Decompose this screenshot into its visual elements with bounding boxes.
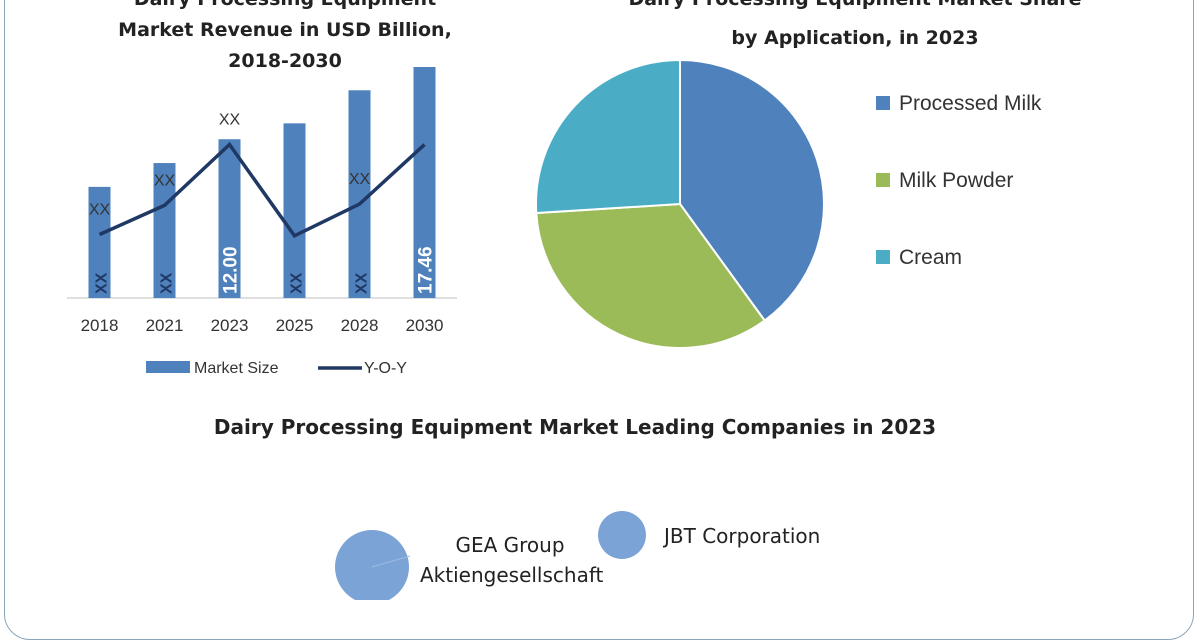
pie-legend-swatch-processed-milk (876, 96, 890, 110)
x-tick-label-2021: 2021 (146, 316, 184, 335)
pie-slice-cream (535, 58, 681, 215)
line-data-label-2018: XX (89, 201, 111, 218)
pie-legend-label-processed-milk: Processed Milk (899, 92, 1042, 115)
bar-data-label-2021: XX (159, 272, 176, 294)
legend-label-yoy: Y-O-Y (364, 360, 407, 377)
bar-2030 (413, 67, 436, 298)
bar-data-label-2028: XX (354, 272, 371, 294)
company-label-gea-line-2: Aktiengesellschaft (420, 563, 604, 587)
line-data-label-2023: XX (219, 112, 241, 129)
pie-slice-processed-milk (679, 58, 825, 322)
bar-2021 (153, 163, 176, 298)
bar-chart-title-line-2: Market Revenue in USD Billion, (118, 19, 452, 41)
charts-canvas: XX 2018 XX 2021 12.00 2023 XX 2025 XX 2028 17.46 20… (67, 58, 1042, 600)
bar-chart-title-line-1: Dairy Processing Equipment (70, 0, 500, 10)
x-tick-label-2030: 2030 (406, 316, 444, 335)
pie-legend-label-milk-powder: Milk Powder (899, 169, 1013, 192)
bar-data-label-2025: XX (289, 272, 306, 294)
bar-2025 (283, 123, 306, 298)
legend-swatch-market-size (146, 361, 190, 373)
company-label-jbt-line-1: JBT Corporation (664, 524, 821, 548)
pie-chart-title-line-1: Dairy Processing Equipment Market Share (560, 0, 1150, 10)
pie-chart-title-line-2: by Application, in 2023 (731, 27, 979, 49)
pie-legend-swatch-cream (876, 250, 890, 264)
legend-label-market-size: Market Size (194, 360, 279, 377)
line-data-label-2028: XX (349, 171, 371, 188)
pie-slice-milk-powder (535, 202, 767, 349)
bar-data-label-2023: 12.00 (221, 246, 242, 294)
x-tick-label-2028: 2028 (341, 316, 379, 335)
bar-chart-title-line-3: 2018-2030 (228, 50, 342, 72)
bar-2028 (348, 90, 371, 299)
pie-legend-label-cream: Cream (899, 246, 962, 269)
company-bubble-jbt (598, 511, 646, 559)
bar-data-label-2018: XX (94, 272, 111, 294)
company-label-gea: GEA Group Aktiengesellschaft (420, 533, 604, 587)
companies-section-title: Dairy Processing Equipment Market Leadin… (213, 415, 937, 439)
x-tick-label-2025: 2025 (276, 316, 314, 335)
company-leader-gea (371, 555, 411, 568)
bar-data-label-2030: 17.46 (416, 246, 437, 294)
company-label-jbt: JBT Corporation (664, 524, 820, 548)
bar-2023 (218, 139, 241, 298)
x-tick-label-2018: 2018 (81, 316, 119, 335)
line-data-label-2021: XX (154, 172, 176, 189)
company-bubble-gea (335, 530, 409, 600)
bar-2018 (88, 186, 111, 298)
company-label-gea-line-1: GEA Group (455, 533, 565, 557)
yoy-line (98, 141, 426, 239)
pie-legend-swatch-milk-powder (876, 173, 890, 187)
x-tick-label-2023: 2023 (211, 316, 249, 335)
